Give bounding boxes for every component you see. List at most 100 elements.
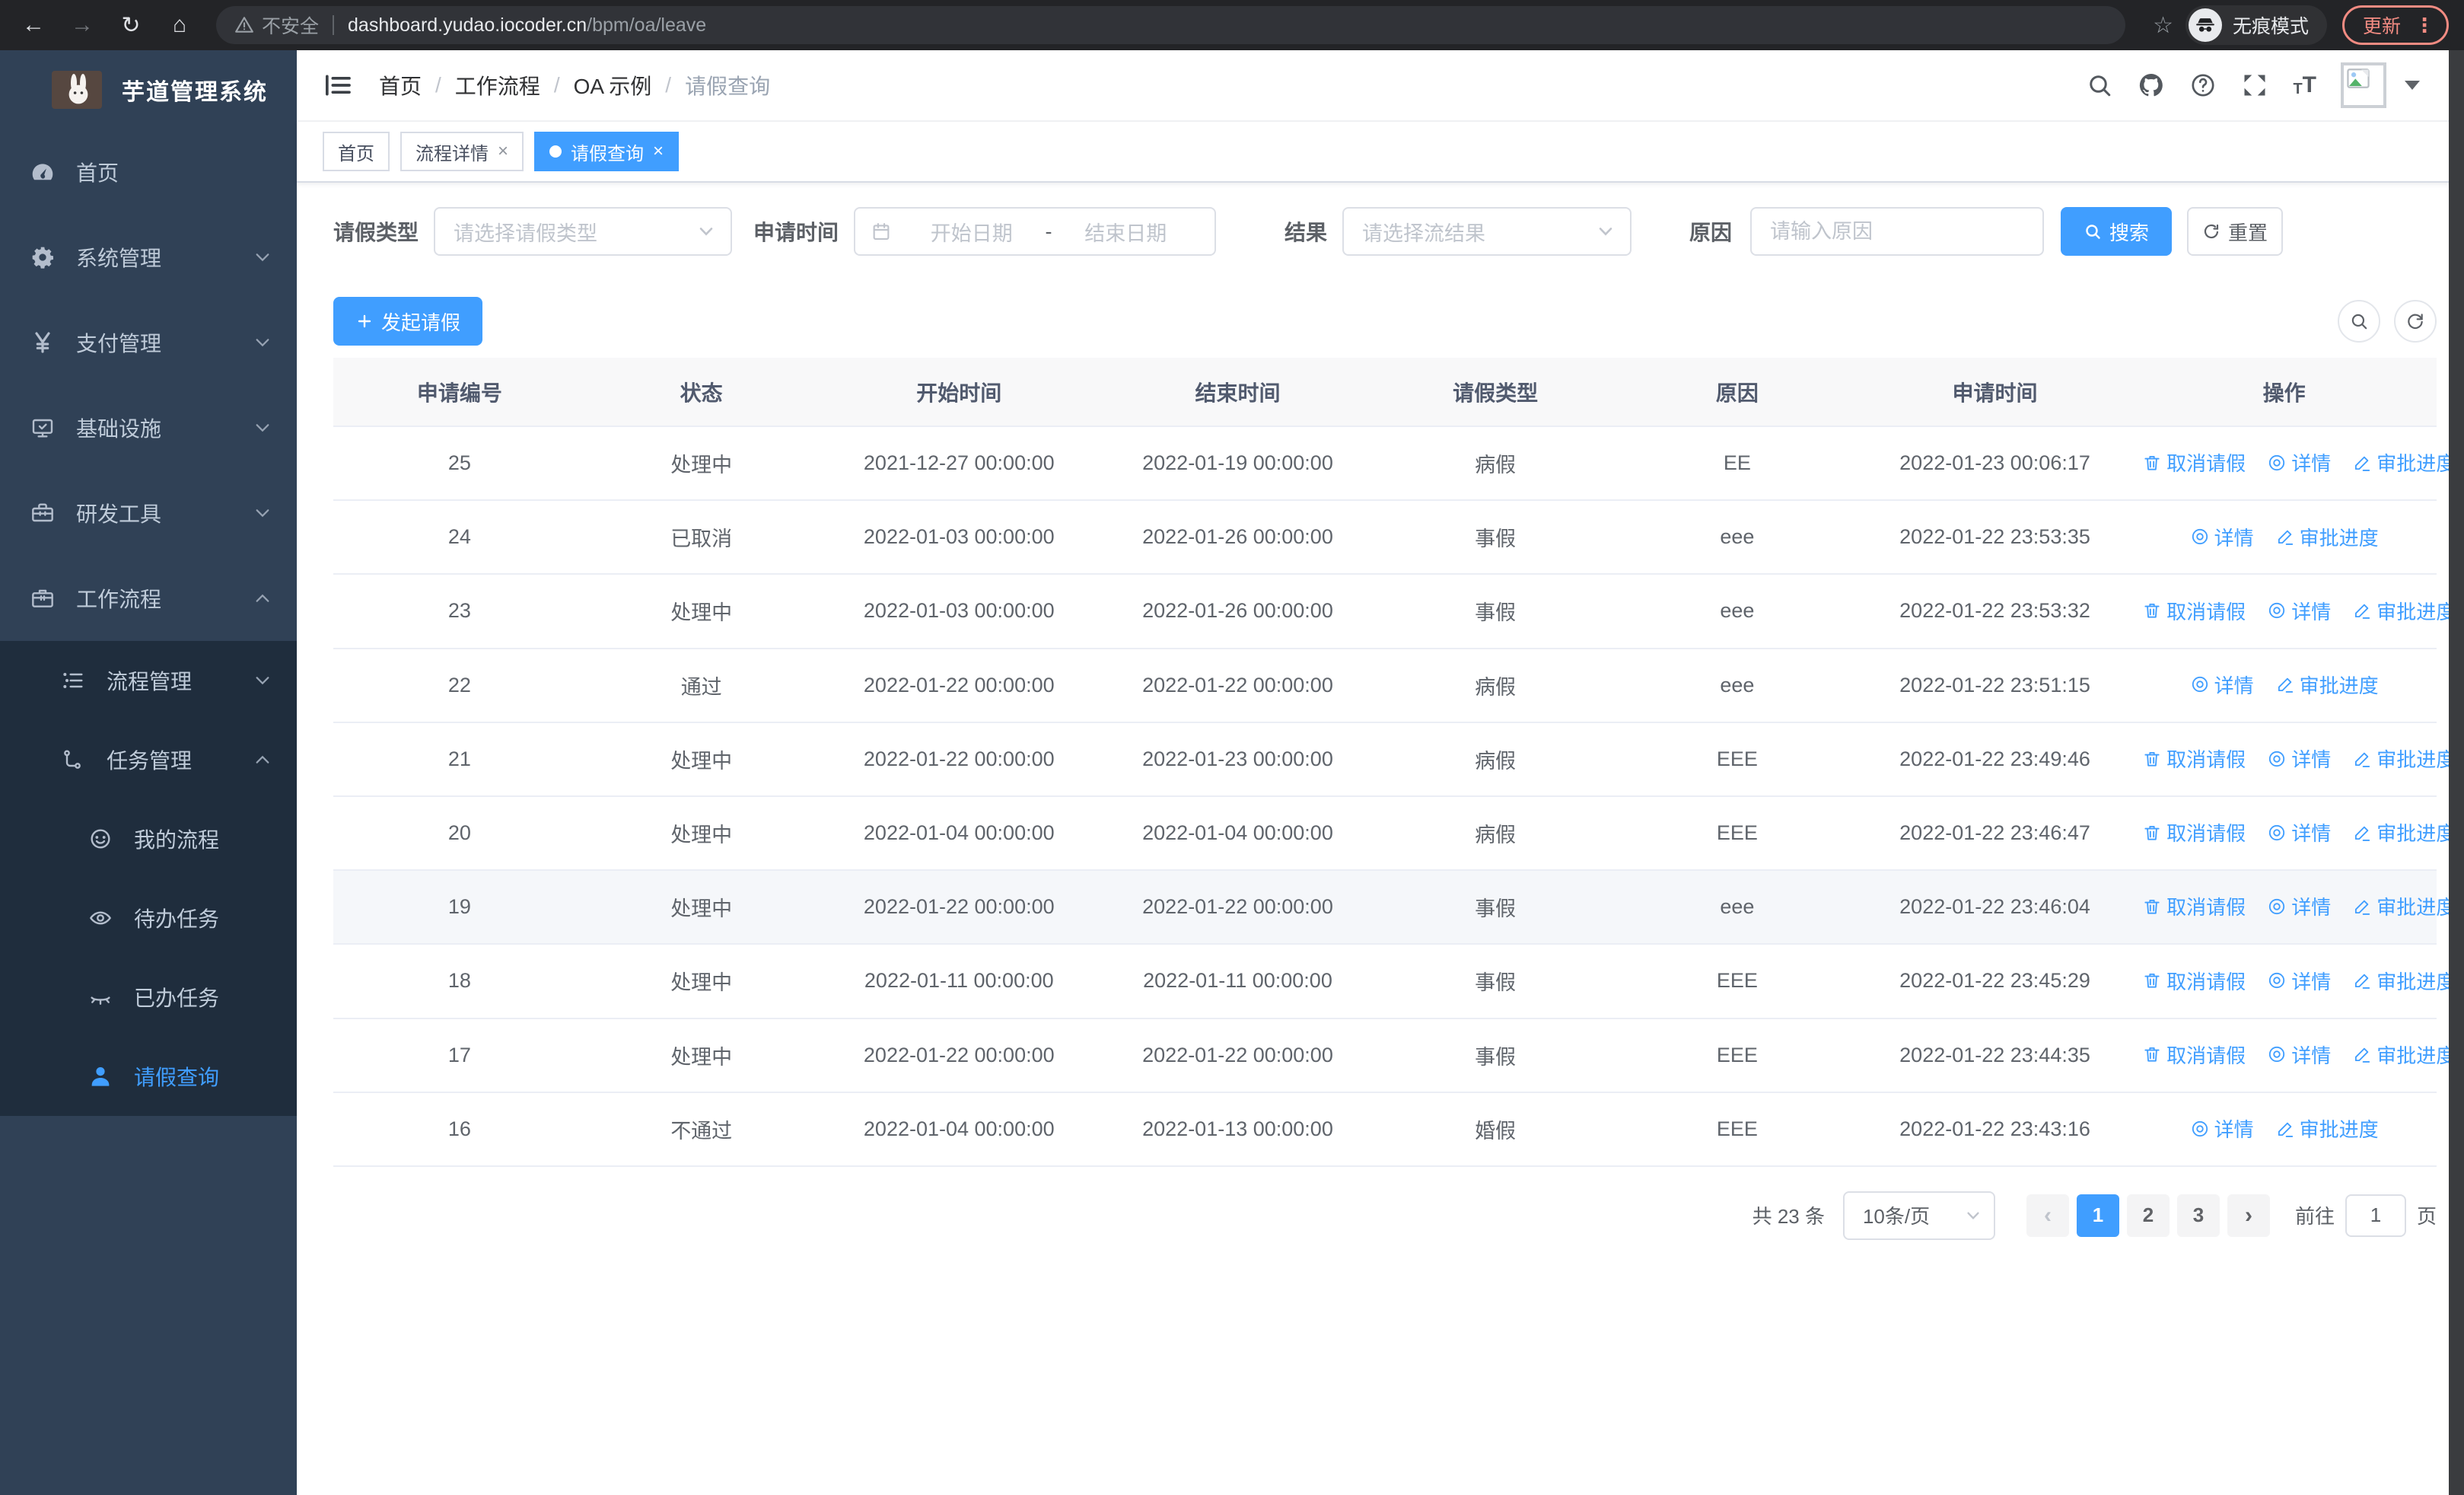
close-icon[interactable]: ×	[653, 141, 664, 161]
avatar-dropdown-caret[interactable]	[2405, 81, 2420, 90]
detail-link[interactable]: 详情	[2190, 1114, 2254, 1143]
result-select[interactable]: 请选择流结果	[1342, 207, 1632, 256]
apply-time-range-picker[interactable]: 开始日期 - 结束日期	[854, 207, 1217, 256]
breadcrumb-item[interactable]: OA 示例	[573, 75, 652, 98]
sidebar-item-label: 系统管理	[76, 247, 162, 270]
sidebar-collapse-icon[interactable]	[323, 70, 353, 100]
page-button-1[interactable]: 1	[2076, 1194, 2119, 1237]
sidebar-item-todo-tasks[interactable]: 待办任务	[0, 878, 297, 958]
detail-link[interactable]: 详情	[2267, 744, 2331, 773]
help-icon[interactable]	[2189, 72, 2217, 99]
progress-link[interactable]: 审批进度	[2352, 744, 2456, 773]
table-row: 24 已取消 2022-01-03 00:00:00 2022-01-26 00:00…	[333, 500, 2437, 575]
bookmark-star-icon[interactable]: ☆	[2153, 12, 2173, 38]
browser-update-button[interactable]: 更新 ⋮	[2341, 5, 2449, 45]
browser-menu-icon[interactable]: ⋮	[2415, 13, 2434, 37]
trash-icon	[2142, 453, 2162, 473]
progress-link[interactable]: 审批进度	[2275, 1114, 2379, 1143]
browser-home-button[interactable]: ⌂	[172, 12, 187, 37]
page-size-select[interactable]: 10条/页	[1842, 1191, 1995, 1240]
prev-page-button[interactable]: ‹	[2026, 1194, 2069, 1237]
detail-link[interactable]: 详情	[2267, 448, 2331, 477]
breadcrumb-item[interactable]: 首页	[379, 75, 422, 98]
sidebar-item-my-process[interactable]: 我的流程	[0, 799, 297, 878]
page-size-value: 10条/页	[1862, 1205, 1931, 1229]
detail-link[interactable]: 详情	[2190, 671, 2254, 699]
avatar[interactable]	[2341, 62, 2386, 108]
sidebar-item-process-mgmt[interactable]: 流程管理	[0, 641, 297, 720]
refresh-table-button[interactable]	[2394, 300, 2437, 343]
cancel-leave-link[interactable]: 取消请假	[2142, 1041, 2246, 1069]
cell-end: 2022-01-13 00:00:00	[1100, 1092, 1375, 1167]
sidebar-item-dev-tools[interactable]: 研发工具	[0, 470, 297, 556]
reset-button[interactable]: 重置	[2187, 207, 2284, 256]
tab-leave-query[interactable]: 请假查询 ×	[534, 132, 680, 171]
reason-input[interactable]	[1750, 207, 2045, 256]
sidebar-item-payment-mgmt[interactable]: 支付管理	[0, 300, 297, 385]
view-icon	[2267, 971, 2287, 990]
page-button-3[interactable]: 3	[2176, 1194, 2220, 1237]
page-suffix-label: 页	[2416, 1205, 2437, 1229]
browser-reload-button[interactable]: ↻	[121, 12, 141, 38]
sidebar-item-done-tasks[interactable]: 已办任务	[0, 958, 297, 1037]
detail-link[interactable]: 详情	[2267, 1041, 2331, 1069]
cell-start: 2022-01-11 00:00:00	[817, 944, 1101, 1019]
cancel-leave-link[interactable]: 取消请假	[2142, 818, 2246, 846]
cancel-leave-link[interactable]: 取消请假	[2142, 448, 2246, 477]
progress-link[interactable]: 审批进度	[2352, 818, 2456, 846]
detail-link[interactable]: 详情	[2267, 597, 2331, 625]
create-leave-button[interactable]: 发起请假	[333, 297, 482, 346]
search-button[interactable]: 搜索	[2061, 207, 2173, 256]
address-bar[interactable]: 不安全 dashboard.yudao.iocoder.cn /bpm/oa/l…	[216, 6, 2126, 44]
progress-link[interactable]: 审批进度	[2352, 967, 2456, 995]
close-icon[interactable]: ×	[498, 141, 509, 161]
workflow-submenu: 流程管理 任务管理 我的流程 待办任务 已办任务请假查询	[0, 641, 297, 1116]
cancel-leave-link[interactable]: 取消请假	[2142, 967, 2246, 995]
progress-link[interactable]: 审批进度	[2275, 671, 2379, 699]
goto-page-input[interactable]	[2345, 1194, 2406, 1237]
cancel-leave-link[interactable]: 取消请假	[2142, 597, 2246, 625]
sidebar-item-task-mgmt[interactable]: 任务管理	[0, 720, 297, 799]
detail-link[interactable]: 详情	[2267, 892, 2331, 920]
sidebar-item-infrastructure[interactable]: 基础设施	[0, 385, 297, 470]
progress-link[interactable]: 审批进度	[2352, 892, 2456, 920]
action-label: 取消请假	[2166, 896, 2246, 920]
view-icon	[2267, 601, 2287, 620]
fullscreen-icon[interactable]	[2241, 72, 2268, 99]
browser-back-button[interactable]: ←	[22, 12, 45, 37]
leave-type-select[interactable]: 请选择请假类型	[434, 207, 733, 256]
cancel-leave-link[interactable]: 取消请假	[2142, 744, 2246, 773]
breadcrumb-item: 请假查询	[685, 75, 771, 98]
sidebar-item-workflow[interactable]: 工作流程	[0, 556, 297, 641]
sidebar-item-home[interactable]: 首页	[0, 129, 297, 215]
toggle-search-button[interactable]	[2338, 300, 2380, 343]
breadcrumb-item[interactable]: 工作流程	[454, 75, 540, 98]
page-button-2[interactable]: 2	[2126, 1194, 2170, 1237]
github-icon[interactable]	[2138, 72, 2165, 99]
tab-home[interactable]: 首页	[323, 132, 390, 171]
progress-link[interactable]: 审批进度	[2352, 1041, 2456, 1069]
progress-link[interactable]: 审批进度	[2275, 523, 2379, 551]
search-icon[interactable]	[2086, 72, 2113, 99]
cell-type: 事假	[1374, 1018, 1616, 1093]
action-label: 审批进度	[2376, 970, 2456, 993]
cancel-leave-link[interactable]: 取消请假	[2142, 892, 2246, 920]
scrollbar[interactable]	[2449, 50, 2464, 1495]
trash-icon	[2142, 1044, 2162, 1064]
detail-link[interactable]: 详情	[2267, 818, 2331, 846]
sidebar-item-leave-query[interactable]: 请假查询	[0, 1037, 297, 1116]
detail-link[interactable]: 详情	[2267, 967, 2331, 995]
next-page-button[interactable]: ›	[2227, 1194, 2270, 1237]
sidebar-item-system-mgmt[interactable]: 系统管理	[0, 215, 297, 300]
action-label: 审批进度	[2376, 822, 2456, 846]
progress-link[interactable]: 审批进度	[2352, 597, 2456, 625]
browser-forward-button[interactable]: →	[71, 12, 94, 37]
progress-link[interactable]: 审批进度	[2352, 448, 2456, 477]
tab-process-detail[interactable]: 流程详情 ×	[400, 132, 524, 171]
sidebar-item-label: 请假查询	[134, 1066, 220, 1089]
detail-link[interactable]: 详情	[2190, 523, 2254, 551]
search-button-label: 搜索	[2109, 221, 2150, 244]
